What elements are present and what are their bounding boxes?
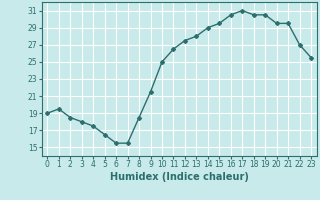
X-axis label: Humidex (Indice chaleur): Humidex (Indice chaleur) xyxy=(110,172,249,182)
